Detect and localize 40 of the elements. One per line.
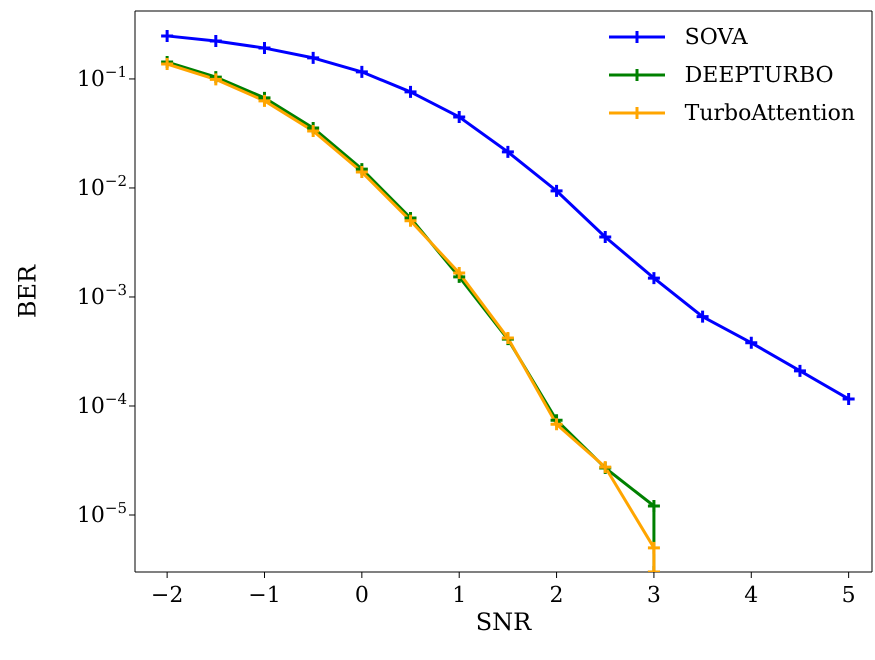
point <box>452 109 467 124</box>
point <box>256 40 272 56</box>
y-tick-label: 10$^{−1}$ <box>76 62 127 92</box>
point <box>354 64 370 80</box>
x-tick-label: −1 <box>248 583 281 608</box>
point <box>549 416 564 432</box>
point <box>208 33 224 48</box>
x-axis-title: SNR <box>476 608 532 636</box>
legend-label: SOVA <box>684 24 748 50</box>
point <box>695 309 710 324</box>
point <box>646 540 662 556</box>
point <box>549 183 564 198</box>
point <box>841 391 856 406</box>
y-tick-label: 10$^{−5}$ <box>76 499 127 528</box>
x-tick-label: 4 <box>744 583 758 608</box>
point <box>500 144 516 160</box>
y-tick-label: 10$^{−4}$ <box>76 390 127 419</box>
point <box>646 498 662 514</box>
y-axis-title: BER <box>14 264 42 318</box>
point <box>306 124 321 139</box>
point <box>598 229 613 244</box>
point <box>646 270 662 286</box>
x-tick-label: 1 <box>452 583 466 608</box>
point <box>744 335 759 350</box>
point <box>354 164 370 180</box>
point <box>792 363 808 378</box>
x-tick-label: −2 <box>150 583 184 608</box>
x-tick-label: 0 <box>354 583 369 608</box>
y-tick-label: 10$^{−3}$ <box>76 280 127 310</box>
point <box>160 28 175 44</box>
point <box>306 50 321 66</box>
point <box>452 265 467 280</box>
point <box>403 84 418 100</box>
x-tick-label: 3 <box>646 583 661 608</box>
x-tick-label: 5 <box>842 583 856 608</box>
point <box>256 93 272 108</box>
legend-label: DEEPTURBO <box>684 62 834 88</box>
y-tick-label: 10$^{−2}$ <box>76 172 127 201</box>
x-tick-label: 2 <box>550 583 564 608</box>
legend-label: TurboAttention <box>684 100 855 126</box>
